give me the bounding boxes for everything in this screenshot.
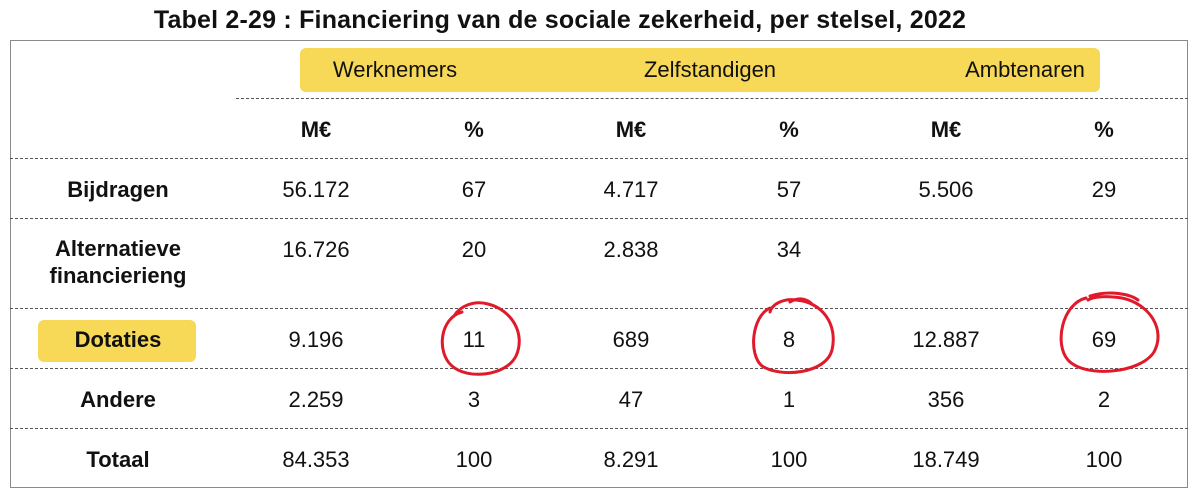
row-label-alternatieve-financiering: Alternatieve financierieng [49, 235, 187, 289]
row-label-andere: Andere [80, 387, 156, 413]
subheader-ambtenaren-pct: % [1094, 117, 1114, 143]
row-label-bijdragen: Bijdragen [67, 177, 169, 203]
group-header-zelfstandigen: Zelfstandigen [643, 57, 777, 83]
subheader-werknemers-pct: % [464, 117, 484, 143]
divider-row-2 [10, 308, 1188, 309]
divider-subheader [10, 158, 1188, 159]
table-cell: 20 [461, 237, 487, 263]
table-cell: 56.172 [282, 177, 350, 203]
table-frame [10, 40, 1188, 488]
subheader-ambtenaren-meur: M€ [930, 117, 962, 143]
table-cell: 69 [1091, 327, 1117, 353]
table-cell: 16.726 [282, 237, 350, 263]
table-cell [1044, 228, 1164, 272]
highlight-dotaties [38, 320, 196, 362]
row-label-totaal: Totaal [86, 447, 150, 473]
table-cell: 100 [1085, 447, 1123, 473]
row-label-dotaties: Dotaties [74, 327, 162, 353]
table-cell: 84.353 [282, 447, 350, 473]
table-cell: 689 [612, 327, 650, 353]
table-cell: 8.291 [603, 447, 659, 473]
table-cell: 8 [782, 327, 796, 353]
group-header-ambtenaren: Ambtenaren [965, 57, 1085, 83]
subheader-zelfstandigen-meur: M€ [615, 117, 647, 143]
table-cell: 3 [467, 387, 481, 413]
highlight-groups [300, 48, 1100, 92]
table-cell: 2.259 [288, 387, 344, 413]
divider-row-4 [10, 428, 1188, 429]
table-cell: 57 [776, 177, 802, 203]
table-cell: 356 [927, 387, 965, 413]
subheader-werknemers-meur: M€ [300, 117, 332, 143]
group-header-werknemers: Werknemers [332, 57, 458, 83]
table-cell [886, 228, 1006, 272]
divider-groups [236, 98, 1188, 99]
table-cell: 67 [461, 177, 487, 203]
table-cell: 5.506 [918, 177, 974, 203]
subheader-zelfstandigen-pct: % [779, 117, 799, 143]
table-cell: 100 [455, 447, 493, 473]
table-cell: 9.196 [288, 327, 344, 353]
table-cell: 29 [1091, 177, 1117, 203]
table-cell: 11 [462, 327, 486, 353]
table-cell: 47 [618, 387, 644, 413]
table-cell: 18.749 [912, 447, 980, 473]
table-cell: 34 [776, 237, 802, 263]
table-cell: 4.717 [603, 177, 659, 203]
divider-row-3 [10, 368, 1188, 369]
table-cell: 1 [782, 387, 796, 413]
table-cell: 100 [770, 447, 808, 473]
table-cell: 2.838 [603, 237, 659, 263]
table-cell: 12.887 [912, 327, 980, 353]
table-cell: 2 [1097, 387, 1111, 413]
table-title: Tabel 2-29 : Financiering van de sociale… [153, 6, 967, 34]
divider-row-1 [10, 218, 1188, 219]
